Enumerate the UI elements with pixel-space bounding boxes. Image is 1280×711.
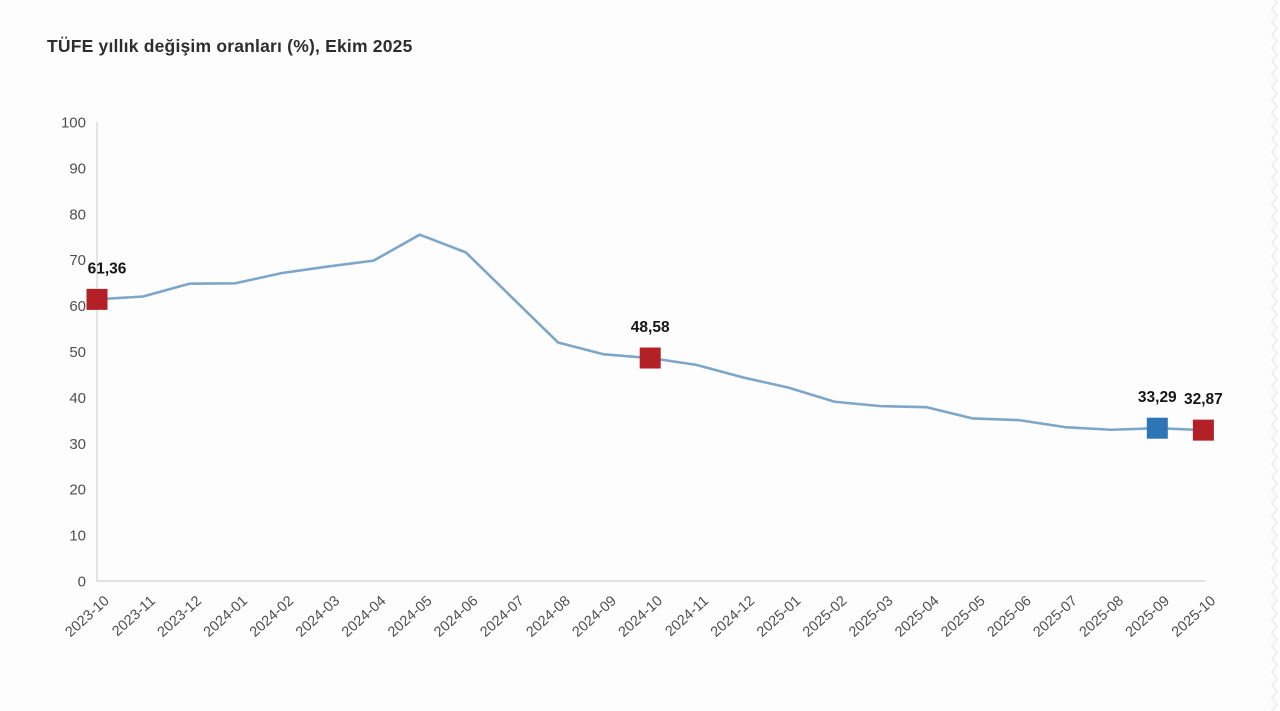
data-point-marker bbox=[86, 288, 108, 310]
torn-edge-decoration bbox=[1270, 0, 1279, 711]
data-point-marker bbox=[1146, 417, 1168, 439]
data-point-label: 32,87 bbox=[1184, 391, 1223, 408]
x-axis-tick-label: 2023-12 bbox=[155, 593, 205, 641]
y-axis-tick-label: 60 bbox=[69, 298, 86, 315]
x-axis-tick-label: 2024-10 bbox=[616, 593, 666, 641]
x-axis-tick-label: 2025-04 bbox=[892, 593, 942, 641]
x-axis-tick-label: 2025-07 bbox=[1031, 593, 1081, 641]
y-axis-tick-label: 0 bbox=[78, 574, 86, 591]
y-axis-tick-label: 90 bbox=[69, 160, 86, 177]
x-axis-tick-label: 2024-06 bbox=[431, 593, 481, 641]
x-axis-tick-label: 2024-07 bbox=[477, 593, 527, 641]
x-axis-tick-label: 2024-04 bbox=[339, 593, 389, 641]
y-axis-tick-label: 70 bbox=[69, 252, 86, 269]
y-axis-tick-label: 20 bbox=[69, 482, 86, 499]
y-axis-tick-label: 40 bbox=[69, 390, 86, 407]
x-axis-tick-label: 2025-05 bbox=[938, 593, 988, 641]
data-point-label: 48,58 bbox=[631, 319, 670, 336]
y-axis-tick-label: 80 bbox=[69, 206, 86, 223]
x-axis-tick-label: 2023-11 bbox=[109, 593, 158, 640]
x-axis-tick-label: 2024-01 bbox=[201, 593, 251, 641]
y-axis-tick-label: 30 bbox=[69, 436, 86, 453]
x-axis-tick-label: 2025-08 bbox=[1077, 593, 1127, 641]
y-axis-tick-label: 50 bbox=[69, 344, 86, 361]
x-axis-tick-label: 2023-10 bbox=[62, 593, 112, 641]
y-axis-tick-label: 100 bbox=[61, 115, 86, 132]
data-point-label: 61,36 bbox=[88, 260, 127, 277]
x-axis-tick-label: 2025-09 bbox=[1123, 593, 1173, 641]
x-axis-tick-label: 2024-12 bbox=[708, 593, 758, 641]
x-axis-tick-label: 2024-08 bbox=[523, 593, 573, 641]
data-point-marker bbox=[1192, 419, 1214, 441]
x-axis-tick-label: 2025-06 bbox=[984, 593, 1034, 641]
x-axis-tick-label: 2024-11 bbox=[663, 593, 712, 640]
x-axis-tick-label: 2025-01 bbox=[754, 593, 804, 641]
chart-title: TÜFE yıllık değişim oranları (%), Ekim 2… bbox=[47, 36, 413, 56]
x-axis-tick-label: 2024-05 bbox=[385, 593, 435, 641]
x-axis-tick-label: 2024-09 bbox=[570, 593, 620, 641]
y-axis-tick-label: 10 bbox=[69, 528, 86, 545]
x-axis-tick-label: 2024-03 bbox=[293, 593, 343, 641]
x-axis-tick-label: 2024-02 bbox=[247, 593, 297, 641]
x-axis-tick-label: 2025-10 bbox=[1169, 593, 1219, 641]
data-point-label: 33,29 bbox=[1138, 389, 1177, 406]
data-point-marker bbox=[639, 347, 661, 369]
x-axis-tick-label: 2025-03 bbox=[846, 593, 896, 641]
x-axis-tick-label: 2025-02 bbox=[800, 593, 850, 641]
